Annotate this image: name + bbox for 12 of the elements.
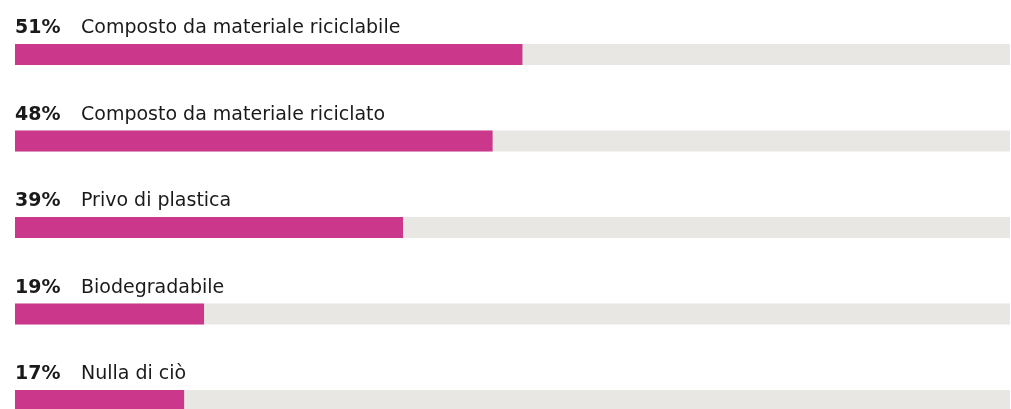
data-label: 39% xyxy=(15,188,61,210)
data-label: 17% xyxy=(15,361,61,383)
y-tick-label: Privo di plastica xyxy=(81,188,232,210)
y-tick-label: Composto da materiale riciclato xyxy=(81,101,386,124)
y-tick-label: Nulla di ciò xyxy=(81,361,187,383)
bar xyxy=(15,390,185,409)
data-label: 51% xyxy=(15,15,61,37)
y-tick-label: Composto da materiale riciclabile xyxy=(81,15,401,37)
bar xyxy=(15,303,205,325)
y-tick-label: Biodegradabile xyxy=(81,274,225,297)
data-label: 48% xyxy=(15,101,61,124)
data-label: 19% xyxy=(15,274,61,297)
